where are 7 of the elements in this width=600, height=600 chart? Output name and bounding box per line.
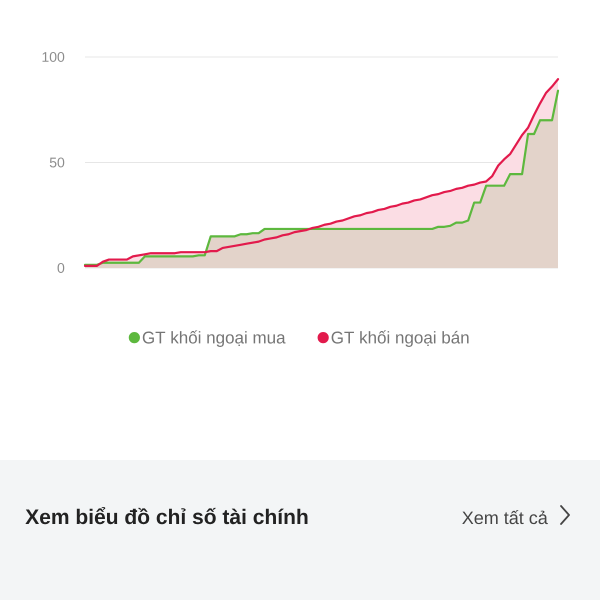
legend-label: GT khối ngoại mua — [142, 330, 286, 347]
legend-label: GT khối ngoại bán — [332, 330, 469, 347]
text: Xem biểu đồ chỉ số tài chính — [25, 507, 308, 524]
text: Xem tất cả — [462, 510, 548, 524]
y-tick-label: 100 — [42, 52, 64, 62]
y-tick-label: 50 — [50, 158, 64, 168]
y-tick-label: 0 — [58, 263, 64, 273]
